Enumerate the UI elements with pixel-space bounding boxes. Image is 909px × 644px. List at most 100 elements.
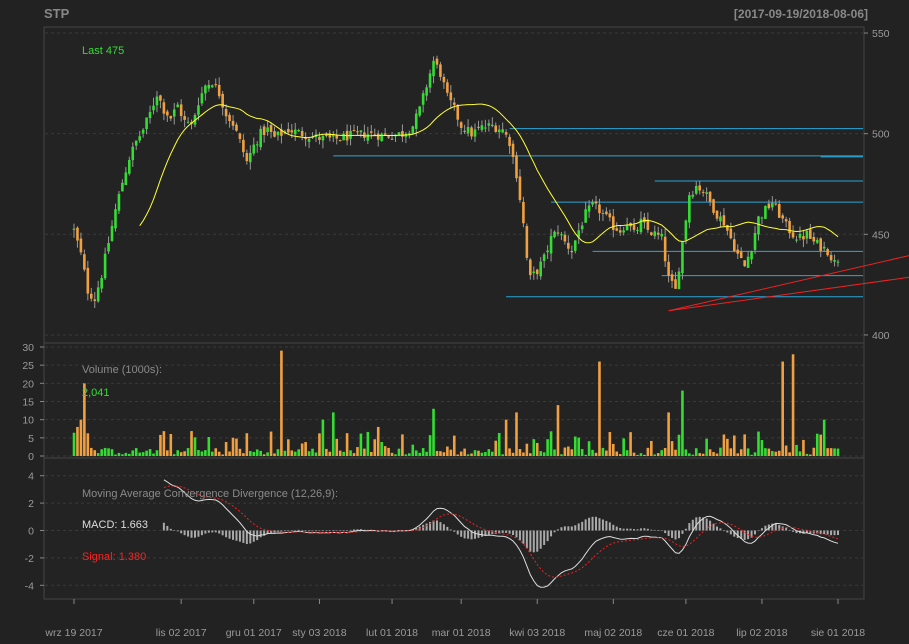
candle-body <box>328 133 332 138</box>
macd-hist-bar <box>729 530 732 535</box>
volume-bar <box>262 454 266 456</box>
candle-body <box>179 104 183 117</box>
macd-hist-bar <box>235 530 238 541</box>
chart-title: STP <box>44 6 70 21</box>
volume-bar <box>408 453 411 456</box>
volume-bar <box>242 453 245 456</box>
macd-hist-bar <box>449 529 452 531</box>
candle-body <box>96 287 100 302</box>
macd-hist-bar <box>491 530 494 534</box>
macd-hist-bar <box>771 523 774 531</box>
volume-bar <box>76 426 79 456</box>
volume-bar <box>667 412 670 456</box>
candle-body <box>802 236 805 240</box>
candle-body <box>715 210 719 219</box>
volume-bar <box>515 412 518 456</box>
volume-bar <box>314 452 318 456</box>
volume-bar <box>653 454 657 456</box>
volume-bar <box>235 438 238 456</box>
macd-hist-bar <box>207 530 210 533</box>
macd-hist-bar <box>263 530 266 536</box>
x-tick-label: maj 02 2018 <box>584 627 642 639</box>
y-tick-label: -4 <box>25 580 34 592</box>
candle-body <box>172 109 176 117</box>
volume-bar <box>594 452 598 456</box>
volume-bar <box>269 431 273 456</box>
macd-hist-bar <box>563 526 566 531</box>
candle-body <box>169 115 173 119</box>
volume-bar <box>549 431 553 456</box>
candle-body <box>760 217 764 219</box>
x-tick-label: gru 01 2017 <box>226 627 282 639</box>
volume-bar <box>421 448 425 456</box>
macd-hist-bar <box>363 529 366 531</box>
volume-bar <box>815 433 819 456</box>
volume-bar <box>587 441 591 456</box>
price-grid <box>45 32 863 336</box>
macd-hist-bar <box>570 526 573 531</box>
volume-bar <box>373 439 377 456</box>
volume-bar <box>446 446 449 456</box>
macd-hist-bar <box>581 521 584 531</box>
macd-hist-bar <box>480 530 483 537</box>
candle-body <box>107 243 110 252</box>
macd-hist-bar <box>525 530 528 549</box>
volume-bar <box>805 453 809 456</box>
macd-hist-bar <box>608 522 611 531</box>
macd-hist-bar <box>677 530 680 539</box>
candle-body <box>321 135 325 141</box>
candle-body <box>625 225 629 231</box>
volume-bar <box>473 450 477 456</box>
volume-bar <box>570 449 574 456</box>
volume-bar <box>442 452 446 456</box>
candle-body <box>497 129 501 133</box>
macd-hist-bar <box>214 530 217 533</box>
volume-bar <box>622 438 625 456</box>
volume-bar <box>383 446 387 456</box>
volume-bar <box>722 434 726 456</box>
macd-hist-bar <box>173 530 176 532</box>
candle-body <box>204 85 207 94</box>
volume-bar <box>86 433 90 456</box>
volume-bar <box>197 450 200 456</box>
volume-bar <box>535 442 539 456</box>
volume-bar <box>338 450 342 456</box>
candle-body <box>670 274 674 281</box>
volume-bar <box>290 450 294 456</box>
x-tick-label: wrz 19 2017 <box>44 627 102 639</box>
macd-hist-bar <box>633 529 636 531</box>
macd-hist-bar <box>180 530 183 534</box>
volume-bar <box>176 450 180 456</box>
macd-hist-bar <box>342 530 345 531</box>
macd-hist-bar <box>574 525 577 531</box>
volume-bar <box>193 437 197 456</box>
candle-body <box>518 176 522 201</box>
candle-body <box>601 212 605 214</box>
volume-bar <box>207 437 211 456</box>
volume-bar <box>210 451 214 456</box>
volume-bar <box>809 454 812 456</box>
volume-bar <box>739 449 743 456</box>
macd-hist-bar <box>657 530 660 531</box>
y-tick-label: 450 <box>872 229 890 241</box>
macd-hist-bar <box>283 530 286 532</box>
volume-last-label: 2,041 <box>82 387 110 399</box>
macd-line <box>163 479 839 588</box>
volume-bar <box>335 438 339 456</box>
candle-body <box>546 250 549 253</box>
candle-body <box>750 251 753 260</box>
volume-bar <box>456 454 460 456</box>
volume-bar <box>822 419 826 456</box>
candle-body <box>501 129 504 133</box>
candle-body <box>812 236 816 242</box>
candle-body <box>798 233 802 238</box>
volume-bar <box>356 447 359 456</box>
volume-bar <box>307 451 311 456</box>
volume-bar <box>121 454 124 456</box>
candlesticks <box>72 55 840 308</box>
macd-hist-bar <box>705 518 708 531</box>
volume-bar <box>608 432 612 456</box>
macd-hist-bar <box>785 527 788 531</box>
price-panel <box>43 26 865 344</box>
candle-body <box>428 73 432 88</box>
